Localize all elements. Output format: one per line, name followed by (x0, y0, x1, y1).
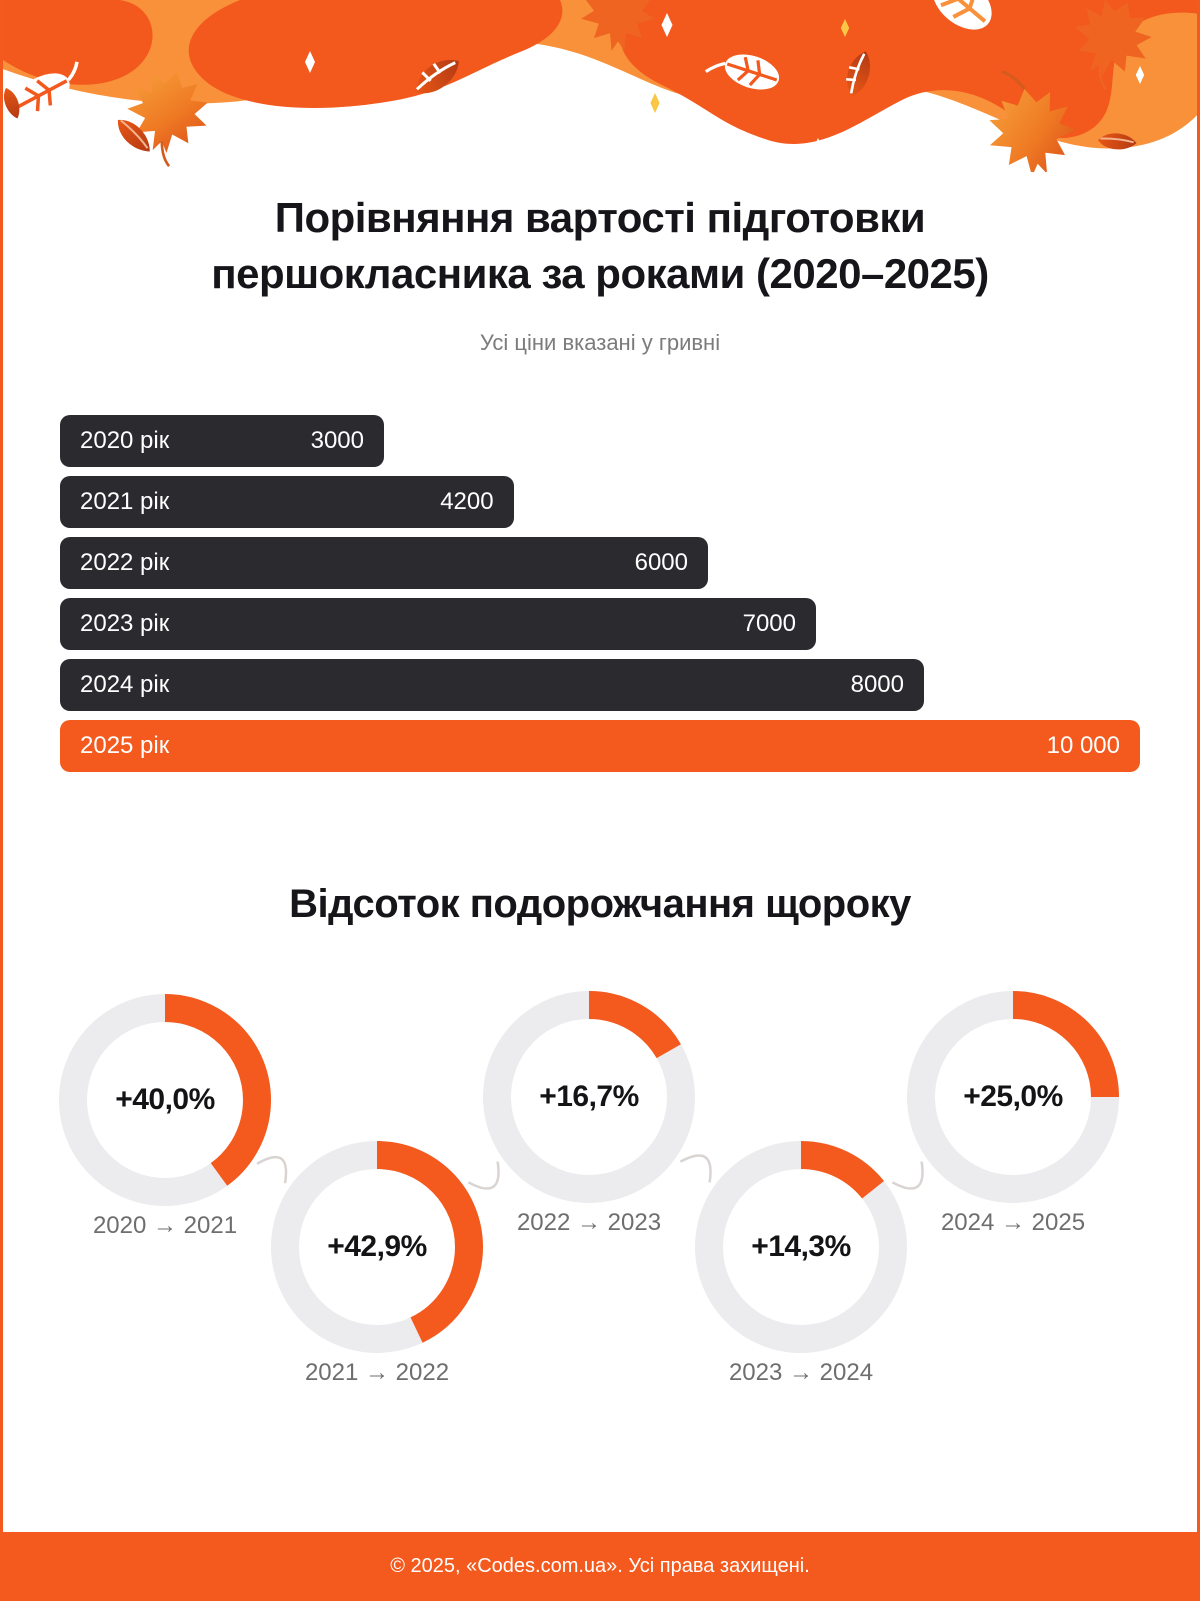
donut-ring (695, 1141, 907, 1353)
donut-percent-value: +16,7% (539, 1080, 639, 1113)
bar-value-label: 3000 (310, 427, 364, 454)
bar-value-label: 6000 (634, 549, 688, 576)
footer-bar: © 2025, «Codes.com.ua». Усі права захище… (3, 1532, 1197, 1601)
donut-percent-value: +40,0% (115, 1083, 215, 1116)
donut-percent-value: +25,0% (963, 1080, 1063, 1113)
maple-silhouette-icon (1074, 0, 1152, 91)
connector-arc (256, 1155, 288, 1184)
bar-value-label: 7000 (742, 610, 796, 637)
bar-row-2020: 2020 рік 3000 (60, 415, 384, 467)
donut-gauge-2020-2021: +40,0% (59, 994, 271, 1206)
page-subtitle: Усі ціни вказані у гривні (479, 330, 721, 355)
bar-value-label: 10 000 (1046, 732, 1120, 759)
cost-bar-chart: 2020 рік 3000 2021 рік 4200 2022 рік 6000 2023… (60, 415, 1140, 781)
donut-year-range-label: 2022 → 2023 (516, 1209, 662, 1236)
bar-row-2024: 2024 рік 8000 (60, 659, 924, 711)
connector-arc (467, 1161, 500, 1190)
donut-ring (483, 991, 695, 1203)
slim-leaf-icon (3, 88, 20, 119)
connector-arc (891, 1161, 924, 1190)
autumn-header-banner (3, 0, 1197, 172)
bar-year-label: 2024 рік (80, 671, 170, 698)
bar-year-label: 2025 рік (80, 732, 170, 759)
connector-arc (679, 1154, 712, 1183)
donut-connector-arcs (256, 1154, 924, 1190)
donut-gauge-2022-2023: +16,7% (483, 991, 695, 1203)
dark-wave-shape (3, 0, 1197, 144)
donut-year-range-label: 2020 → 2021 (92, 1212, 238, 1239)
red-leaf-icon (846, 51, 870, 96)
donut-ring (59, 994, 271, 1206)
donut-gauge-2023-2024: +14,3% (695, 1141, 907, 1353)
donut-gauge-2024-2025: +25,0% (907, 991, 1119, 1203)
slim-leaf-icon (1098, 133, 1137, 150)
copyright-text: © 2025, «Codes.com.ua». Усі права захище… (390, 1555, 810, 1577)
donut-ring (907, 991, 1119, 1203)
donut-ring (271, 1141, 483, 1353)
bar-value-label: 8000 (850, 671, 904, 698)
bar-row-2023: 2023 рік 7000 (60, 598, 816, 650)
page-title: Порівняння вартості підготовки першоклас… (211, 194, 989, 297)
donut-gauges-section: +40,0% 2020 → 2021 +42,9% 2021 → 2022 +16,7%… (3, 975, 1197, 1455)
bar-row-2022: 2022 рік 6000 (60, 537, 708, 589)
donut-gauge-2021-2022: +42,9% (271, 1141, 483, 1353)
white-leaf-icon (704, 54, 780, 90)
bar-row-2025: 2025 рік 10 000 (60, 720, 1140, 772)
donut-year-range-label: 2024 → 2025 (940, 1209, 1086, 1236)
bar-row-2021: 2021 рік 4200 (60, 476, 514, 528)
red-leaf-icon (415, 60, 459, 94)
white-leaf-icon (14, 61, 79, 115)
sparkle-icon (650, 19, 850, 113)
sparkle-icon (305, 13, 1145, 158)
maple-silhouette-icon (581, 0, 655, 51)
bar-year-label: 2020 рік (80, 427, 170, 454)
maple-leaf-icon (127, 72, 208, 168)
bar-year-label: 2022 рік (80, 549, 170, 576)
white-leaf-icon (932, 0, 992, 30)
bar-value-label: 4200 (440, 488, 494, 515)
donut-percent-value: +42,9% (327, 1230, 427, 1263)
donut-year-range-label: 2023 → 2024 (728, 1359, 874, 1386)
bar-year-label: 2021 рік (80, 488, 170, 515)
slim-leaf-icon (117, 119, 150, 152)
maple-leaf-icon (989, 70, 1077, 172)
section-title-percent: Відсоток подорожчання щороку (289, 882, 911, 926)
bar-year-label: 2023 рік (80, 610, 170, 637)
donut-percent-value: +14,3% (751, 1230, 851, 1263)
donut-year-range-label: 2021 → 2022 (304, 1359, 450, 1386)
